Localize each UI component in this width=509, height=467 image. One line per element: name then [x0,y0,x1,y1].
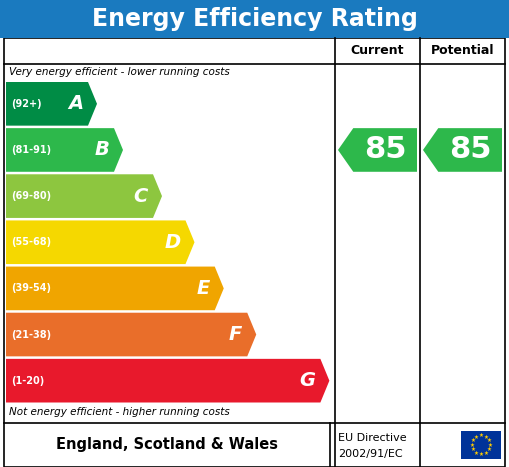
Polygon shape [6,267,224,310]
Text: (81-91): (81-91) [11,145,51,155]
Polygon shape [6,313,256,356]
Text: C: C [134,187,148,205]
Text: ★: ★ [474,451,479,455]
Text: (21-38): (21-38) [11,330,51,340]
Bar [0,0,509,38]
Text: Current: Current [351,44,404,57]
Polygon shape [6,82,97,126]
Text: ★: ★ [483,451,488,455]
Text: England, Scotland & Wales: England, Scotland & Wales [56,438,278,453]
Text: Energy Efficiency Rating: Energy Efficiency Rating [92,7,417,31]
Text: (69-80): (69-80) [11,191,51,201]
Text: Potential: Potential [431,44,494,57]
Text: 2002/91/EC: 2002/91/EC [338,449,403,459]
Text: ★: ★ [478,452,484,457]
Text: D: D [164,233,181,252]
Text: G: G [299,371,316,390]
Polygon shape [6,174,162,218]
Text: Not energy efficient - higher running costs: Not energy efficient - higher running co… [9,407,230,417]
Text: E: E [196,279,210,298]
Text: ★: ★ [487,447,492,452]
Text: ★: ★ [483,434,488,439]
Text: Very energy efficient - lower running costs: Very energy efficient - lower running co… [9,67,230,77]
Text: (92+): (92+) [11,99,42,109]
Text: ★: ★ [470,447,475,452]
Text: 85: 85 [364,135,406,164]
Bar [461,431,501,459]
Text: EU Directive: EU Directive [338,433,407,443]
Text: ★: ★ [487,438,492,443]
Text: F: F [229,325,242,344]
Polygon shape [423,128,502,172]
Text: A: A [68,94,83,113]
Text: ★: ★ [488,443,493,447]
Text: 85: 85 [449,135,491,164]
Polygon shape [338,128,417,172]
Text: (55-68): (55-68) [11,237,51,247]
Text: ★: ★ [470,438,475,443]
Text: B: B [94,141,109,159]
Text: ★: ★ [469,443,474,447]
Polygon shape [6,359,329,403]
Polygon shape [6,220,194,264]
Polygon shape [6,128,123,172]
Text: (1-20): (1-20) [11,375,44,386]
Text: ★: ★ [474,434,479,439]
Text: (39-54): (39-54) [11,283,51,293]
Text: ★: ★ [478,433,484,438]
